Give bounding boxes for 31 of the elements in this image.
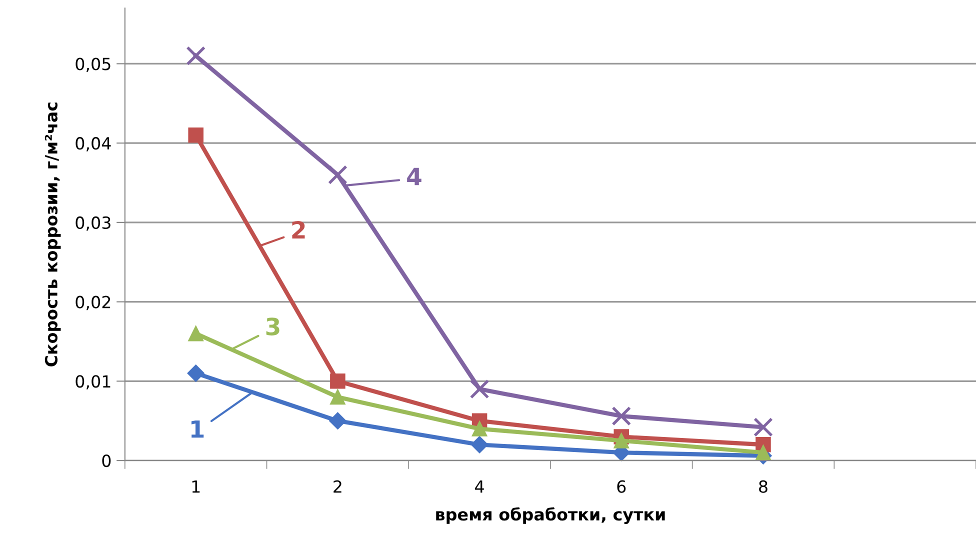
- x-tick-label: 2: [334, 480, 342, 493]
- series-label: 1: [191, 420, 204, 438]
- y-tick-label: 0,02: [76, 296, 110, 310]
- legend-label: 4: [407, 168, 422, 186]
- x-axis-title: время обработки, сутки: [436, 507, 665, 524]
- point: [329, 412, 346, 430]
- point: [330, 374, 346, 389]
- x-tick-label: 6: [617, 480, 626, 493]
- x-tick-label: 1: [192, 480, 200, 493]
- y-tick-label: 0,01: [76, 375, 110, 390]
- x-tick-label: 4: [475, 480, 484, 493]
- y-tick-label: 0,05: [76, 58, 110, 72]
- point: [472, 421, 488, 436]
- point: [470, 379, 490, 399]
- y-tick-label: 0,03: [76, 216, 110, 231]
- legend-label: 2: [292, 220, 305, 238]
- point: [186, 46, 206, 66]
- point: [188, 128, 204, 143]
- legend-label: 3: [266, 318, 280, 336]
- point: [330, 389, 346, 405]
- point: [470, 436, 488, 454]
- point: [612, 406, 632, 426]
- y-tick-label: 0,04: [76, 137, 111, 152]
- point: [756, 444, 771, 460]
- x-tick-label: 8: [759, 480, 768, 493]
- y-axis-title: Скорость коррозии, г/м²час: [44, 102, 61, 366]
- y-tick-label: 0: [102, 454, 111, 468]
- point: [754, 417, 773, 437]
- point: [614, 433, 630, 448]
- point: [187, 364, 204, 382]
- point: [188, 326, 204, 342]
